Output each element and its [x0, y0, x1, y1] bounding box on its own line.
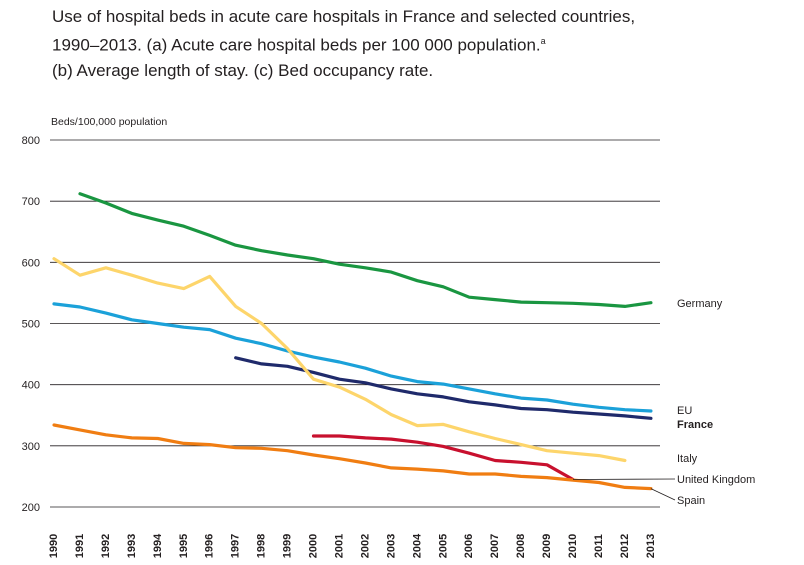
x-tick-label-1996: 1996: [204, 534, 216, 558]
x-tick-label-1999: 1999: [282, 534, 294, 558]
x-tick-label-2007: 2007: [489, 534, 501, 558]
title-footnote-marker: a: [540, 36, 546, 46]
series-label-spain: Spain: [677, 495, 705, 507]
x-tick-label-2013: 2013: [645, 534, 657, 558]
series-label-germany: Germany: [677, 298, 723, 310]
series-line-france: [234, 356, 653, 420]
title-line-3: (b) Average length of stay. (c) Bed occu…: [52, 60, 434, 80]
y-tick-label-700: 700: [22, 196, 40, 208]
title-line-1: Use of hospital beds in acute care hospi…: [52, 7, 636, 26]
y-axis-label: Beds/100,000 population: [51, 116, 167, 128]
x-tick-label-2008: 2008: [515, 534, 527, 558]
x-tick-label-1993: 1993: [126, 534, 138, 558]
y-tick-label-500: 500: [22, 319, 40, 331]
y-tick-label-800: 800: [22, 135, 40, 147]
series-label-italy: Italy: [677, 453, 698, 465]
y-tick-label-200: 200: [22, 502, 40, 514]
x-tick-label-2006: 2006: [463, 534, 475, 558]
x-tick-label-1997: 1997: [230, 534, 242, 558]
title-line-2: 1990–2013. (a) Acute care hospital beds …: [52, 29, 792, 58]
y-tick-label-300: 300: [22, 441, 40, 453]
series-line-spain: [52, 423, 653, 491]
title-line-2-text: 1990–2013. (a) Acute care hospital beds …: [52, 35, 541, 55]
x-tick-label-2010: 2010: [567, 534, 579, 558]
x-tick-label-1995: 1995: [178, 534, 190, 558]
y-tick-label-400: 400: [22, 380, 40, 392]
x-tick-label-1994: 1994: [152, 533, 164, 558]
series-line-eu: [52, 302, 653, 413]
x-tick-label-2004: 2004: [411, 533, 423, 558]
x-tick-label-2003: 2003: [385, 534, 397, 558]
x-tick-label-2011: 2011: [593, 534, 605, 558]
x-tick-label-2001: 2001: [333, 534, 345, 558]
series-label-france: France: [677, 419, 713, 431]
x-tick-label-1990: 1990: [48, 534, 60, 558]
y-tick-label-600: 600: [22, 257, 40, 269]
x-tick-label-2009: 2009: [541, 534, 553, 558]
x-tick-label-2000: 2000: [308, 534, 320, 558]
x-tick-label-1991: 1991: [74, 534, 86, 558]
series-line-germany: [78, 192, 653, 308]
x-tick-label-1992: 1992: [100, 534, 112, 558]
x-tick-label-2002: 2002: [359, 534, 371, 558]
series-line-united-kingdom: [311, 434, 575, 482]
series-label-united-kingdom: United Kingdom: [677, 474, 755, 486]
leader-line-spain: [650, 488, 676, 501]
x-tick-label-1998: 1998: [256, 534, 268, 558]
x-tick-label-2005: 2005: [437, 534, 449, 558]
series-line-italy: [52, 257, 627, 463]
series-label-eu: EU: [677, 405, 692, 417]
chart-title: Use of hospital beds in acute care hospi…: [52, 4, 792, 83]
x-tick-label-2012: 2012: [619, 534, 631, 558]
